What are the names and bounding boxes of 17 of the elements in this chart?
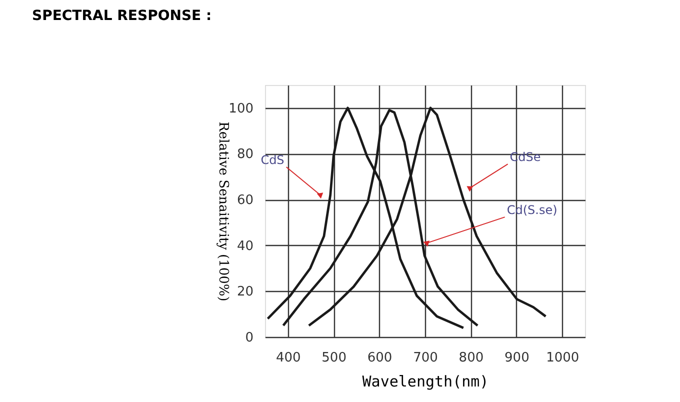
y-tick-label: 20 xyxy=(236,284,254,300)
x-tick-label: 900 xyxy=(504,350,530,366)
x-tick-label: 700 xyxy=(413,350,438,366)
y-tick-label: 0 xyxy=(245,330,254,346)
x-tick-label: 1000 xyxy=(546,350,580,366)
x-tick-label: 800 xyxy=(458,350,484,366)
y-tick-label: 40 xyxy=(236,238,254,254)
y-tick-label: 60 xyxy=(236,193,254,208)
x-tick-label: 600 xyxy=(367,350,392,366)
text: SPECTRAL RESPONSE : xyxy=(32,8,212,24)
x-tick-label: 400 xyxy=(276,350,301,366)
annotation: CdS xyxy=(260,152,284,167)
y-axis-title: Relative Senaitivity (100%) xyxy=(216,122,231,302)
y-tick-label: 80 xyxy=(236,147,254,162)
x-tick-label: 500 xyxy=(322,350,346,366)
x-axis-title: Wavelength(nm) xyxy=(362,372,489,390)
y-tick-label: 100 xyxy=(228,101,254,116)
